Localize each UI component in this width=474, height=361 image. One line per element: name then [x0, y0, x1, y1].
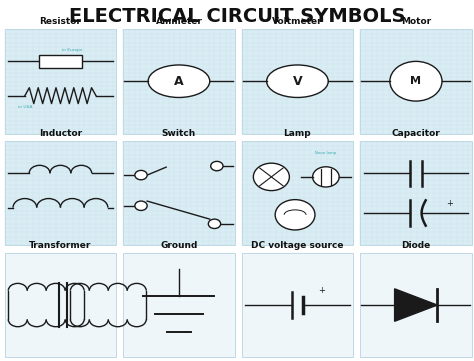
Text: +: + — [318, 286, 325, 295]
Circle shape — [210, 161, 223, 171]
Text: Switch: Switch — [162, 129, 196, 138]
Circle shape — [135, 201, 147, 210]
Text: Diode: Diode — [401, 241, 430, 250]
Bar — [39, 55, 82, 68]
Bar — [242, 253, 353, 357]
Bar — [242, 29, 353, 134]
Bar — [123, 141, 235, 245]
Bar — [5, 141, 116, 245]
Circle shape — [275, 200, 315, 230]
Text: Ammeter: Ammeter — [155, 17, 202, 26]
Text: M: M — [410, 76, 421, 86]
Circle shape — [253, 163, 289, 191]
Text: Voltmeter: Voltmeter — [272, 17, 323, 26]
Text: Inductor: Inductor — [39, 129, 82, 138]
Text: Capacitor: Capacitor — [392, 129, 440, 138]
Bar — [123, 253, 235, 357]
Text: V: V — [292, 75, 302, 88]
Text: ELECTRICAL CIRCUIT SYMBOLS: ELECTRICAL CIRCUIT SYMBOLS — [69, 7, 405, 26]
Text: A: A — [174, 75, 184, 88]
Circle shape — [208, 219, 221, 229]
Bar — [5, 253, 116, 357]
Text: Motor: Motor — [401, 17, 431, 26]
Ellipse shape — [148, 65, 210, 97]
Text: DC voltage source: DC voltage source — [251, 241, 344, 250]
Bar — [360, 141, 472, 245]
Text: Neon lamp: Neon lamp — [315, 151, 337, 156]
Ellipse shape — [266, 65, 328, 97]
Bar — [242, 141, 353, 245]
Bar — [123, 29, 235, 134]
Polygon shape — [394, 289, 437, 321]
Circle shape — [390, 61, 442, 101]
Bar — [360, 253, 472, 357]
Text: in Europe: in Europe — [62, 48, 82, 52]
Text: in USA: in USA — [18, 105, 32, 109]
Text: Resistor: Resistor — [39, 17, 82, 26]
Text: Transformer: Transformer — [29, 241, 91, 250]
Text: Lamp: Lamp — [283, 129, 311, 138]
Text: +: + — [446, 200, 453, 208]
Circle shape — [313, 167, 339, 187]
Circle shape — [135, 170, 147, 180]
Bar — [5, 29, 116, 134]
Bar — [360, 29, 472, 134]
Text: Ground: Ground — [160, 241, 198, 250]
